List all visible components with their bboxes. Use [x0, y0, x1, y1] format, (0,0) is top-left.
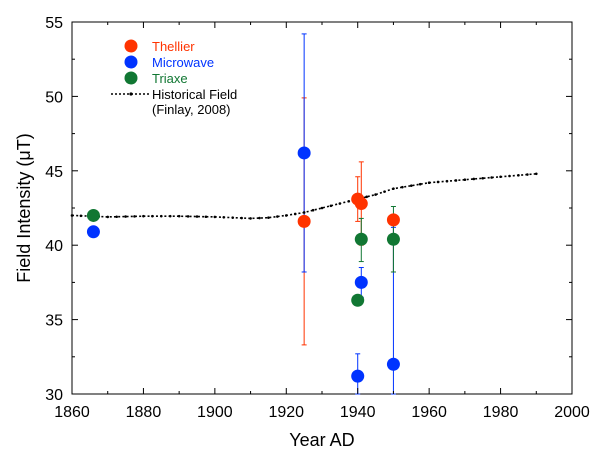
legend-label-historical-citation: (Finlay, 2008): [152, 102, 231, 117]
historical-field-marker: [472, 177, 476, 181]
historical-field-curve: [71, 173, 537, 220]
historical-field-marker: [276, 215, 279, 218]
historical-field-marker: [401, 185, 404, 189]
historical-field-marker: [151, 214, 154, 218]
historical-field-marker: [347, 200, 351, 203]
historical-field-marker: [142, 214, 145, 218]
legend-marker-thellier: [124, 39, 138, 53]
historical-field-marker: [383, 190, 386, 193]
historical-field-marker: [534, 172, 538, 176]
legend-marker-historical: [129, 92, 133, 96]
historical-field-marker: [267, 216, 270, 219]
y-tick-label: 55: [45, 15, 63, 32]
historical-field-marker: [338, 202, 342, 205]
y-tick-label: 30: [45, 387, 63, 404]
y-tick-label: 40: [45, 238, 63, 255]
thellier-point: [386, 213, 400, 227]
historical-field-marker: [409, 184, 413, 187]
historical-field-marker: [365, 195, 368, 199]
legend-label-historical: Historical Field: [152, 87, 237, 102]
historical-field-marker: [445, 179, 449, 183]
x-tick-label: 1940: [340, 404, 376, 421]
historical-field-marker: [508, 174, 511, 178]
historical-field-marker: [526, 173, 529, 176]
x-tick-label: 1980: [483, 404, 519, 421]
historical-field-marker: [159, 214, 163, 218]
historical-field-marker: [392, 187, 395, 190]
historical-field-marker: [320, 206, 324, 210]
historical-field-marker: [222, 216, 226, 219]
microwave-point: [86, 225, 100, 239]
historical-field-marker: [195, 215, 199, 218]
y-tick-label: 45: [45, 164, 63, 181]
historical-field-marker: [490, 176, 493, 179]
historical-field-marker: [302, 211, 306, 214]
microwave-point: [354, 275, 368, 289]
thellier-point: [297, 214, 311, 228]
historical-field-marker: [79, 214, 83, 218]
historical-field-marker: [177, 214, 181, 218]
historical-field-marker: [418, 182, 422, 186]
y-axis-title: Field Intensity (μT): [14, 133, 34, 282]
historical-field-marker: [186, 215, 190, 218]
historical-field-marker: [213, 215, 217, 219]
error-bars: [301, 33, 396, 395]
historical-field-marker: [124, 215, 127, 218]
x-axis-title: Year AD: [289, 430, 354, 450]
historical-field-marker: [70, 214, 74, 217]
axis-ticks: [71, 21, 573, 395]
microwave-point: [386, 357, 400, 371]
y-tick-label: 35: [45, 313, 63, 330]
historical-field-marker: [499, 175, 502, 179]
historical-field-marker: [311, 208, 315, 212]
x-tick-label: 1900: [197, 404, 233, 421]
historical-field-marker: [284, 214, 288, 217]
historical-field-marker: [249, 217, 252, 220]
historical-field-marker: [106, 215, 110, 219]
historical-field-marker: [240, 216, 243, 220]
historical-field-marker: [204, 215, 208, 219]
historical-field-marker: [463, 178, 467, 182]
historical-field-marker: [258, 216, 261, 220]
y-tick-label: 50: [45, 89, 63, 106]
legend-label-triaxe: Triaxe: [152, 71, 188, 86]
historical-field-marker: [329, 204, 333, 208]
triaxe-point: [386, 232, 400, 246]
historical-field-marker: [481, 176, 485, 180]
x-tick-label: 2000: [554, 404, 590, 421]
historical-field-marker: [168, 214, 172, 218]
historical-field-marker: [374, 193, 377, 196]
legend-label-thellier: Thellier: [152, 39, 195, 54]
historical-field-marker: [454, 179, 458, 182]
legend-label-microwave: Microwave: [152, 55, 214, 70]
triaxe-point: [354, 232, 368, 246]
thellier-point: [354, 197, 368, 211]
x-tick-label: 1880: [126, 404, 162, 421]
historical-field-marker: [133, 215, 136, 218]
historical-field-marker: [517, 173, 520, 177]
historical-field-line: [70, 172, 538, 220]
x-tick-label: 1860: [54, 404, 90, 421]
legend-marker-triaxe: [124, 71, 138, 85]
historical-field-marker: [436, 180, 440, 184]
historical-field-marker: [427, 181, 431, 185]
triaxe-point: [351, 293, 365, 307]
legend-marker-microwave: [124, 55, 138, 69]
x-tick-label: 1960: [411, 404, 447, 421]
data-points: [86, 146, 400, 383]
historical-field-marker: [115, 215, 118, 219]
microwave-point: [351, 369, 365, 383]
historical-field-marker: [293, 212, 297, 216]
legend: Thellier Microwave Triaxe Historical Fie…: [111, 39, 237, 117]
historical-field-marker: [231, 216, 235, 219]
microwave-point: [297, 146, 311, 160]
triaxe-point: [86, 208, 100, 222]
x-tick-label: 1920: [268, 404, 304, 421]
tick-labels: 1860 1880 1900 1920 1940 1960 1980 2000 30 35 40 45…: [45, 15, 590, 421]
